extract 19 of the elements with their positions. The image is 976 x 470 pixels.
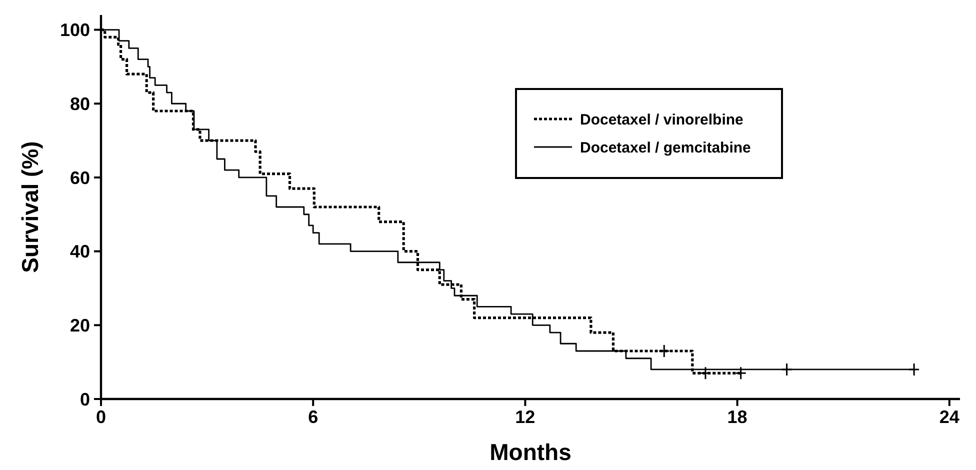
y-tick-label: 100: [60, 20, 90, 40]
x-tick-label: 24: [939, 407, 960, 427]
y-tick-label: 0: [80, 389, 90, 410]
point: [781, 362, 793, 376]
x-tick-label: 0: [96, 407, 106, 427]
x-tick-label: 18: [727, 407, 748, 427]
x-tick-label: 6: [308, 407, 318, 427]
point: [735, 366, 747, 380]
x-axis-title: Months: [490, 439, 572, 465]
y-tick-label: 80: [70, 94, 90, 114]
x-tick-label: 12: [515, 407, 536, 427]
legend-label: Docetaxel / vinorelbine: [580, 111, 744, 128]
point: [908, 362, 920, 376]
y-tick-label: 40: [70, 242, 90, 262]
point: [658, 344, 670, 358]
y-tick-label: 20: [70, 315, 90, 336]
y-tick-label: 60: [70, 168, 90, 188]
y-axis-title: Survival (%): [17, 141, 43, 273]
legend-label: Docetaxel / gemcitabine: [580, 139, 751, 156]
